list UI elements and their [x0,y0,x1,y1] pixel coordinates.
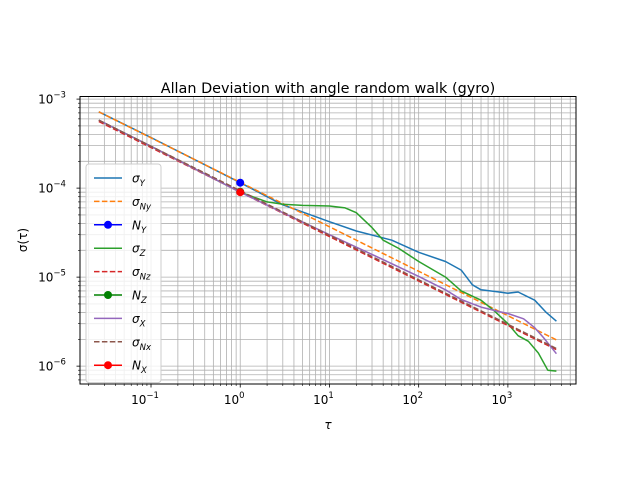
x-axis-label: τ [324,418,332,432]
marker-nx [236,188,245,197]
legend-marker-nz [104,291,112,299]
series-line-sigma-ny [98,111,557,341]
series-line-sigma-nx [98,119,557,350]
series-line-sigma-nz [98,120,557,351]
marker-ny [236,178,245,187]
chart-title: Allan Deviation with angle random walk (… [161,81,496,97]
legend-marker-ny [104,220,112,229]
legend-box [85,163,162,384]
series-line-sigma-y [98,111,557,322]
grid [80,96,576,384]
y-axis-label: σ(τ) [16,228,30,252]
series-line-sigma-z [98,119,557,372]
series-layer [98,111,557,372]
series-line-sigma-x [98,119,557,355]
legend-marker-nx [104,361,112,370]
axes-frame [79,96,577,385]
